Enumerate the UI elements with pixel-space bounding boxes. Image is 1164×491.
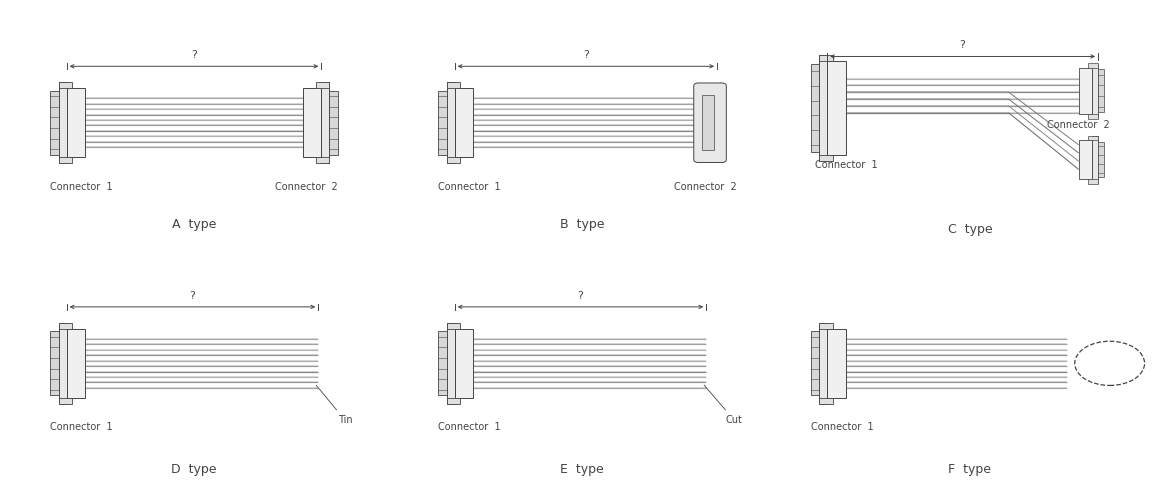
Bar: [1079, 140, 1092, 179]
Bar: [59, 82, 72, 88]
Bar: [1092, 136, 1098, 183]
Circle shape: [1074, 341, 1144, 385]
Text: F  type: F type: [949, 464, 992, 476]
Bar: [447, 82, 460, 88]
Bar: [315, 157, 329, 163]
Bar: [447, 323, 460, 329]
Text: Connector  1: Connector 1: [811, 422, 873, 432]
Text: Connector  1: Connector 1: [439, 182, 501, 191]
Bar: [819, 55, 828, 161]
Bar: [1098, 142, 1105, 177]
Bar: [66, 88, 85, 157]
Bar: [439, 91, 447, 155]
Text: ?: ?: [1106, 355, 1114, 372]
FancyBboxPatch shape: [694, 83, 726, 163]
Bar: [819, 55, 832, 61]
Bar: [59, 398, 72, 404]
Bar: [1088, 136, 1098, 140]
Bar: [1088, 114, 1098, 119]
Text: Connector  1: Connector 1: [439, 422, 501, 432]
Bar: [1098, 69, 1105, 112]
Text: C  type: C type: [947, 223, 993, 236]
Bar: [303, 88, 321, 157]
Bar: [59, 323, 66, 404]
Bar: [59, 82, 66, 163]
Bar: [315, 82, 329, 88]
Bar: [819, 155, 832, 161]
Bar: [447, 398, 460, 404]
Text: Tin: Tin: [317, 385, 353, 425]
Text: Connector  1: Connector 1: [815, 160, 878, 169]
Text: ?: ?: [577, 291, 583, 300]
Bar: [811, 331, 819, 395]
Bar: [321, 82, 329, 163]
Bar: [66, 329, 85, 398]
Text: ?: ?: [959, 40, 966, 51]
Bar: [1088, 179, 1098, 184]
Bar: [1092, 64, 1098, 118]
Text: ?: ?: [191, 50, 197, 60]
Text: Connector  2: Connector 2: [674, 182, 737, 191]
Bar: [819, 323, 828, 404]
Bar: [329, 91, 338, 155]
Bar: [819, 398, 832, 404]
Text: D  type: D type: [171, 464, 217, 476]
Text: ?: ?: [190, 291, 196, 300]
Bar: [455, 88, 474, 157]
Text: E  type: E type: [560, 464, 604, 476]
Bar: [1088, 63, 1098, 68]
Text: Connector  1: Connector 1: [50, 422, 113, 432]
Text: Connector  1: Connector 1: [50, 182, 113, 191]
Bar: [447, 323, 455, 404]
Bar: [447, 82, 455, 163]
Bar: [828, 329, 846, 398]
Bar: [702, 95, 715, 150]
Bar: [811, 64, 819, 152]
Text: A  type: A type: [172, 218, 217, 231]
Bar: [50, 91, 59, 155]
Text: Connector  2: Connector 2: [1046, 120, 1109, 130]
Text: Cut: Cut: [704, 385, 743, 425]
Text: B  type: B type: [560, 218, 604, 231]
Bar: [50, 331, 59, 395]
Text: Connector  2: Connector 2: [275, 182, 338, 191]
Bar: [1079, 68, 1092, 114]
Bar: [819, 323, 832, 329]
Bar: [59, 323, 72, 329]
Bar: [59, 157, 72, 163]
Text: ?: ?: [583, 50, 589, 60]
Bar: [828, 61, 846, 155]
Bar: [439, 331, 447, 395]
Bar: [455, 329, 474, 398]
Bar: [447, 157, 460, 163]
